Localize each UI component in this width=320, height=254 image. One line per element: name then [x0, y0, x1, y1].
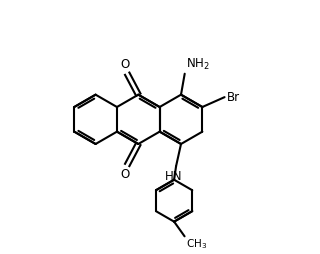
Text: HN: HN	[165, 170, 183, 183]
Text: NH$_2$: NH$_2$	[186, 57, 210, 72]
Text: CH$_3$: CH$_3$	[186, 237, 207, 251]
Text: O: O	[121, 58, 130, 71]
Text: O: O	[121, 168, 130, 181]
Text: Br: Br	[227, 91, 240, 104]
